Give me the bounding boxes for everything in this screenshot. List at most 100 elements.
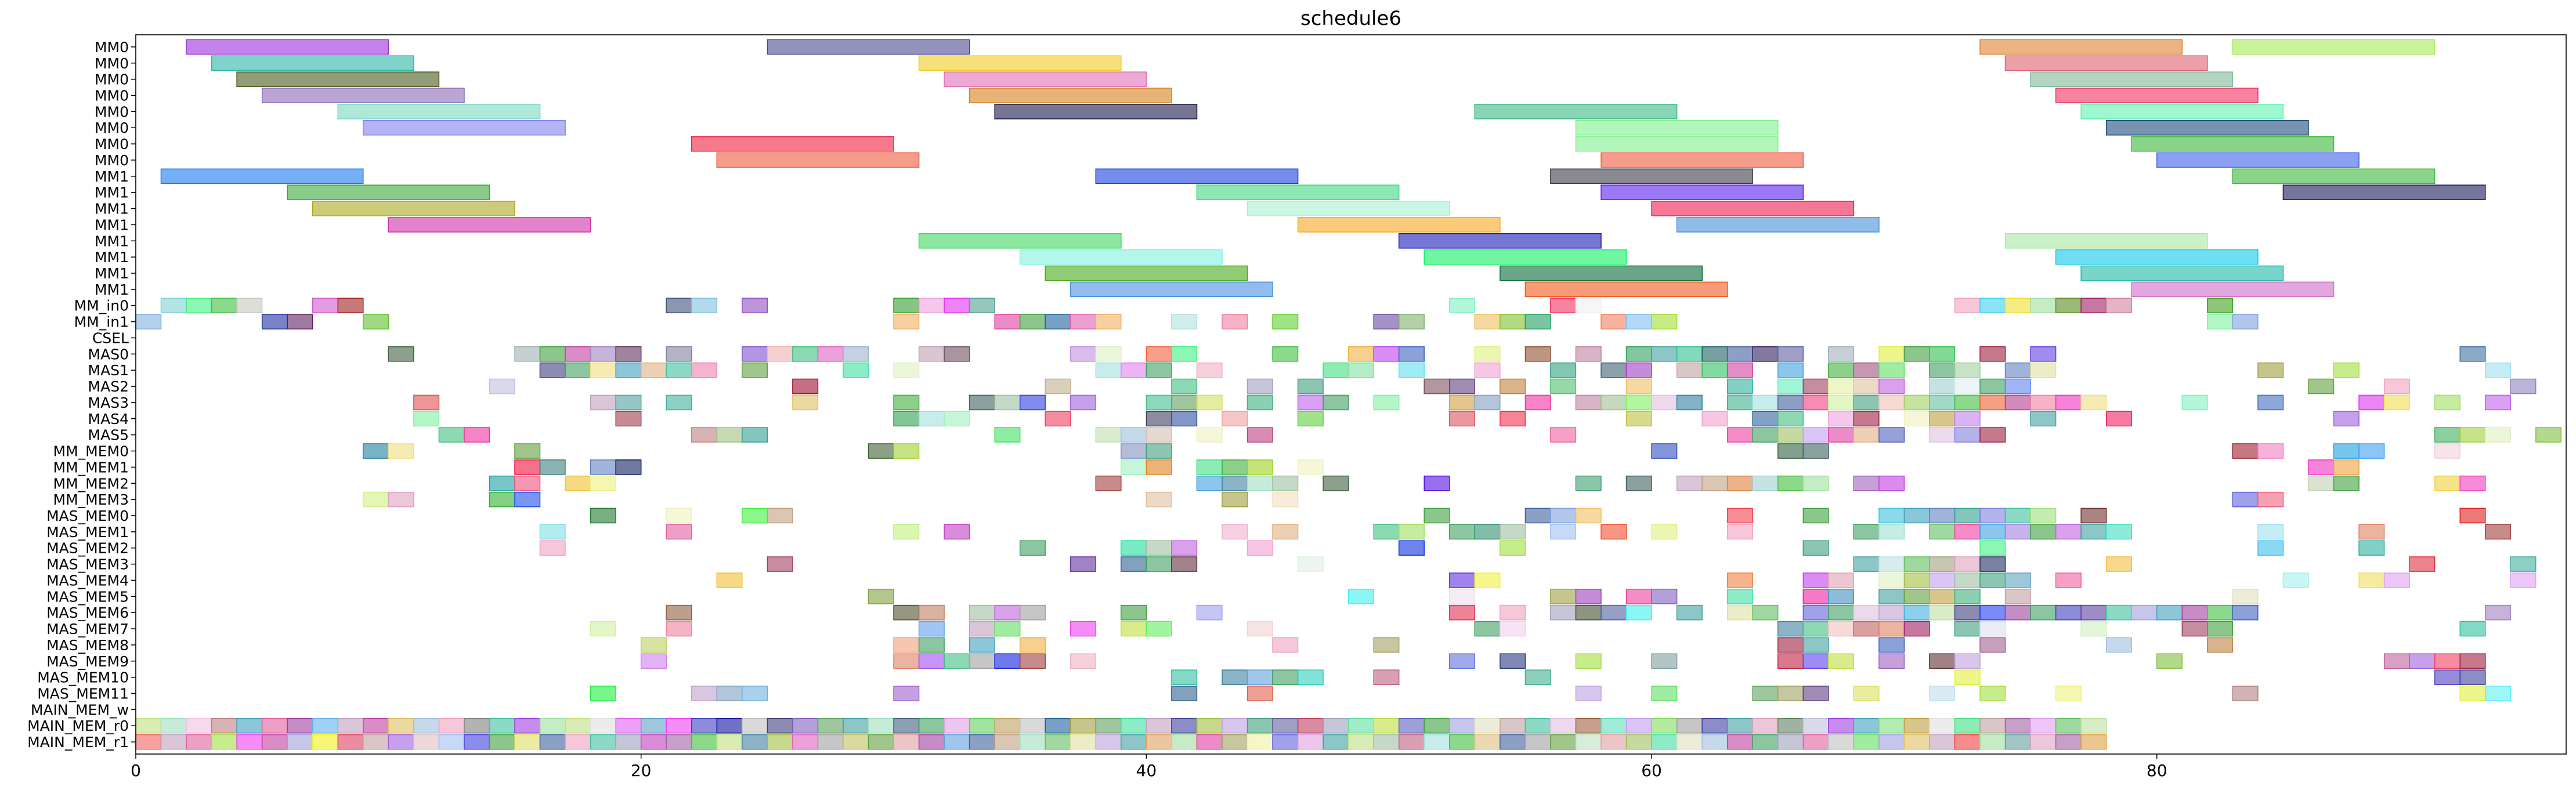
gantt-bar	[186, 717, 212, 734]
gantt-bar	[1550, 734, 1577, 750]
gantt-bar	[2510, 378, 2537, 394]
gantt-bar	[767, 734, 793, 750]
gantt-bar	[615, 717, 642, 734]
gantt-bar	[539, 734, 566, 750]
gantt-bar	[994, 604, 1021, 621]
gantt-bar	[1726, 394, 1753, 411]
y-tick-label: MAS_MEM11	[37, 686, 129, 702]
gantt-bar	[640, 734, 667, 750]
y-tick-label: MM0	[95, 71, 129, 88]
gantt-bar	[1903, 734, 1930, 750]
gantt-bar	[489, 734, 515, 750]
gantt-bar	[1701, 346, 1728, 362]
gantt-bar	[1575, 589, 1602, 604]
gantt-bar	[2181, 621, 2208, 637]
gantt-bar	[1929, 394, 1956, 411]
gantt-bar	[2308, 459, 2335, 475]
gantt-bar	[1802, 572, 1829, 588]
gantt-bar	[2358, 572, 2385, 588]
gantt-bar	[312, 717, 338, 734]
gantt-bar	[1954, 394, 1981, 411]
gantt-bar	[1373, 669, 1400, 685]
gantt-bar	[817, 346, 844, 362]
gantt-bar	[1449, 572, 1476, 588]
gantt-bar	[1903, 717, 1930, 734]
gantt-bar	[211, 717, 237, 734]
gantt-bar	[1146, 734, 1172, 750]
x-tick-label: 40	[1136, 761, 1157, 780]
gantt-bar	[1954, 717, 1981, 734]
gantt-bar	[969, 604, 995, 621]
gantt-bar	[1651, 524, 1678, 540]
gantt-bar	[590, 686, 616, 701]
gantt-bar	[2459, 686, 2486, 701]
gantt-bar	[1625, 589, 1652, 604]
gantt-bar	[1676, 734, 1703, 750]
gantt-bar	[1726, 589, 1753, 604]
gantt-bar	[1222, 411, 1248, 427]
gantt-bar	[1600, 184, 1804, 200]
gantt-bar	[2080, 104, 2284, 119]
gantt-bar	[1802, 717, 1829, 734]
gantt-bar	[1929, 717, 1956, 734]
gantt-bar	[1297, 717, 1324, 734]
gantt-bar	[2080, 524, 2107, 540]
gantt-bar	[2383, 378, 2410, 394]
gantt-bar	[767, 346, 793, 362]
gantt-bar	[1878, 572, 1905, 588]
gantt-bar	[1777, 411, 1804, 427]
gantt-bar	[1903, 394, 1930, 411]
gantt-bar	[918, 346, 945, 362]
gantt-bar	[1474, 572, 1501, 588]
gantt-bar	[135, 314, 162, 329]
gantt-bar	[893, 362, 920, 378]
gantt-bar	[413, 717, 440, 734]
gantt-bar	[767, 508, 793, 524]
gantt-bar	[1095, 717, 1122, 734]
gantt-bar	[1095, 427, 1122, 443]
gantt-bar	[2030, 362, 2057, 378]
gantt-bar	[2383, 572, 2410, 588]
gantt-bar	[691, 686, 718, 701]
gantt-bar	[640, 362, 667, 378]
gantt-bar	[893, 734, 920, 750]
gantt-bar	[2004, 604, 2031, 621]
gantt-bar	[2409, 653, 2436, 669]
gantt-bar	[1954, 556, 1981, 572]
gantt-bar	[1828, 572, 1855, 588]
gantt-bar	[918, 637, 945, 653]
gantt-bar	[2207, 314, 2234, 329]
gantt-bar	[1777, 443, 1804, 459]
gantt-bar	[716, 152, 920, 168]
gantt-bar	[1347, 362, 1374, 378]
gantt-bar	[1500, 604, 1526, 621]
gantt-bar	[287, 717, 313, 734]
gantt-bar	[1045, 734, 1071, 750]
gantt-bar	[1676, 604, 1703, 621]
gantt-bar	[2004, 734, 2031, 750]
gantt-bar	[1095, 168, 1299, 184]
gantt-bar	[767, 39, 970, 55]
gantt-bar	[1575, 119, 1779, 136]
gantt-bar	[2257, 524, 2284, 540]
gantt-bar	[2232, 314, 2259, 329]
gantt-bar	[969, 637, 995, 653]
gantt-bar	[363, 734, 389, 750]
gantt-bar	[1701, 362, 1728, 378]
gantt-bar	[211, 55, 414, 71]
gantt-bar	[918, 734, 945, 750]
gantt-bar	[1878, 637, 1905, 653]
gantt-bar	[1903, 508, 1930, 524]
gantt-bar	[2207, 621, 2234, 637]
gantt-bar	[2434, 443, 2461, 459]
gantt-bar	[1954, 508, 1981, 524]
gantt-bar	[1550, 298, 1577, 314]
gantt-bar	[893, 637, 920, 653]
gantt-bar	[413, 411, 440, 427]
gantt-bar	[1398, 717, 1425, 734]
gantt-bar	[363, 314, 389, 329]
gantt-bar	[1979, 686, 2006, 701]
y-tick-label: MM_MEM1	[53, 459, 129, 476]
gantt-bar	[1019, 717, 1046, 734]
gantt-bar	[1651, 346, 1678, 362]
